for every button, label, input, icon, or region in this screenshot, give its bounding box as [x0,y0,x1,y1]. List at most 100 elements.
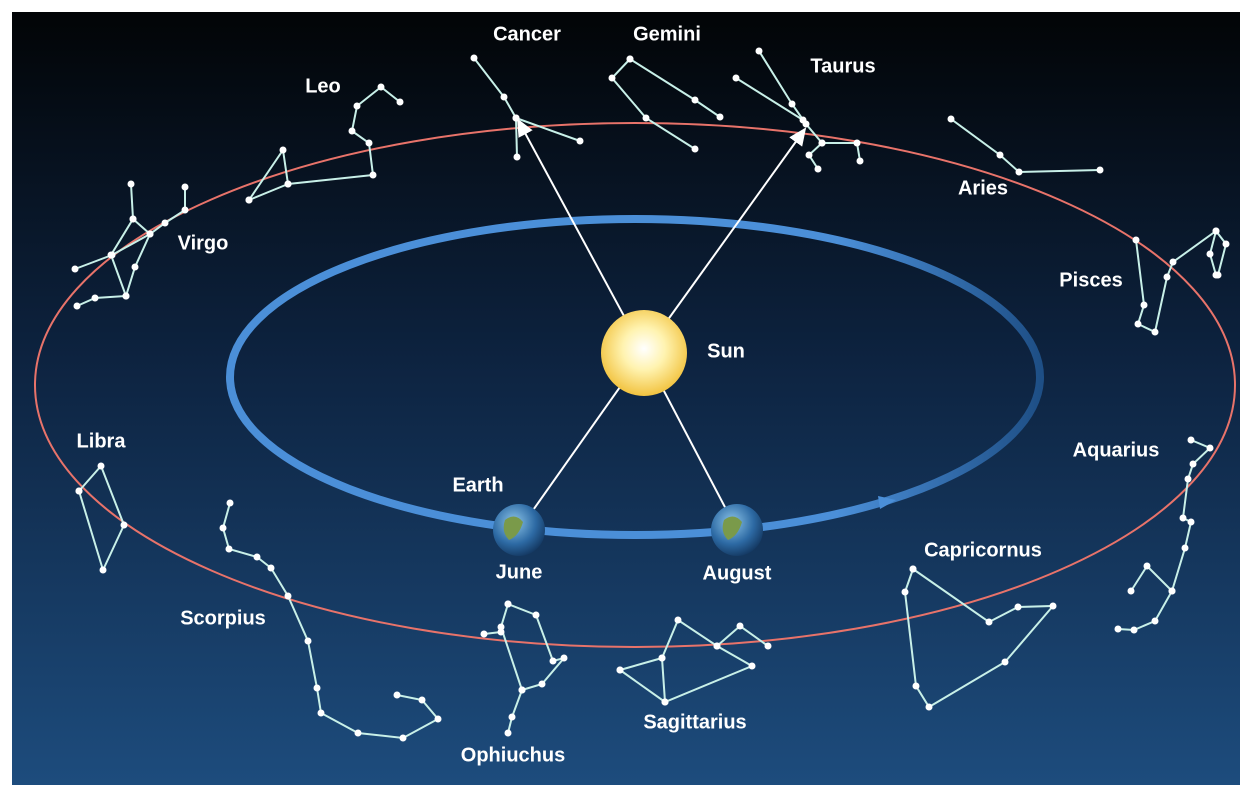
star [692,97,699,104]
star [800,117,807,124]
star [1213,272,1220,279]
star [182,207,189,214]
star [806,152,813,159]
star [617,667,624,674]
star [130,216,137,223]
star [513,115,520,122]
star [220,525,227,532]
star [1207,445,1214,452]
star [737,623,744,630]
star [662,699,669,706]
star [1152,618,1159,625]
constellation-label: Pisces [1059,269,1122,291]
star [1141,302,1148,309]
star [789,101,796,108]
constellation-label: Ophiuchus [461,744,565,766]
star [98,463,105,470]
star [533,612,540,619]
star [519,687,526,694]
star [400,735,407,742]
star [714,643,721,650]
star [355,730,362,737]
star [1164,274,1171,281]
star [1016,169,1023,176]
star [147,231,154,238]
star [948,116,955,123]
star [100,567,107,574]
star [498,629,505,636]
star [505,730,512,737]
star [854,140,861,147]
star [74,303,81,310]
star [1050,603,1057,610]
star [756,48,763,55]
star [132,264,139,271]
star [717,114,724,121]
star [354,103,361,110]
star [505,601,512,608]
star [1128,588,1135,595]
constellation-label: Aries [958,177,1008,199]
star [577,138,584,145]
star [435,716,442,723]
star [1182,545,1189,552]
star [227,500,234,507]
star [902,589,909,596]
star [419,697,426,704]
star [1223,241,1230,248]
star [749,663,756,670]
star [1169,588,1176,595]
constellation-label: Gemini [633,23,701,45]
star [370,172,377,179]
constellation-label: Cancer [493,23,561,45]
star [226,546,233,553]
star [1144,563,1151,570]
star [1097,167,1104,174]
star [314,685,321,692]
star [997,152,1004,159]
star [394,692,401,699]
star [1152,329,1159,336]
star [550,658,557,665]
star [910,566,917,573]
star [1133,237,1140,244]
star [268,565,275,572]
star [397,99,404,106]
star [1188,437,1195,444]
star [819,140,826,147]
star [1170,259,1177,266]
star [1190,461,1197,468]
star [509,714,516,721]
star [481,631,488,638]
diagram: Cancer Gemini Taurus Leo Aries Virgo Pis… [0,0,1248,794]
star [675,617,682,624]
star [1015,604,1022,611]
star [182,184,189,191]
star [162,220,169,227]
star [471,55,478,62]
constellation-label: Leo [305,75,341,97]
star [913,683,920,690]
star [349,128,356,135]
constellation-label: Libra [77,430,127,452]
star [280,147,287,154]
sun [601,310,687,396]
constellation-label: Aquarius [1073,439,1160,461]
star [627,56,634,63]
star [1207,251,1214,258]
star [121,522,128,529]
constellation-label: Capricornus [924,539,1042,561]
star [643,115,650,122]
star [926,704,933,711]
star [765,643,772,650]
star [561,655,568,662]
star [92,295,99,302]
constellation-label: Taurus [810,55,875,77]
star [285,593,292,600]
star [1180,515,1187,522]
star [1115,626,1122,633]
star [815,166,822,173]
star [378,84,385,91]
star [128,181,135,188]
star [514,154,521,161]
